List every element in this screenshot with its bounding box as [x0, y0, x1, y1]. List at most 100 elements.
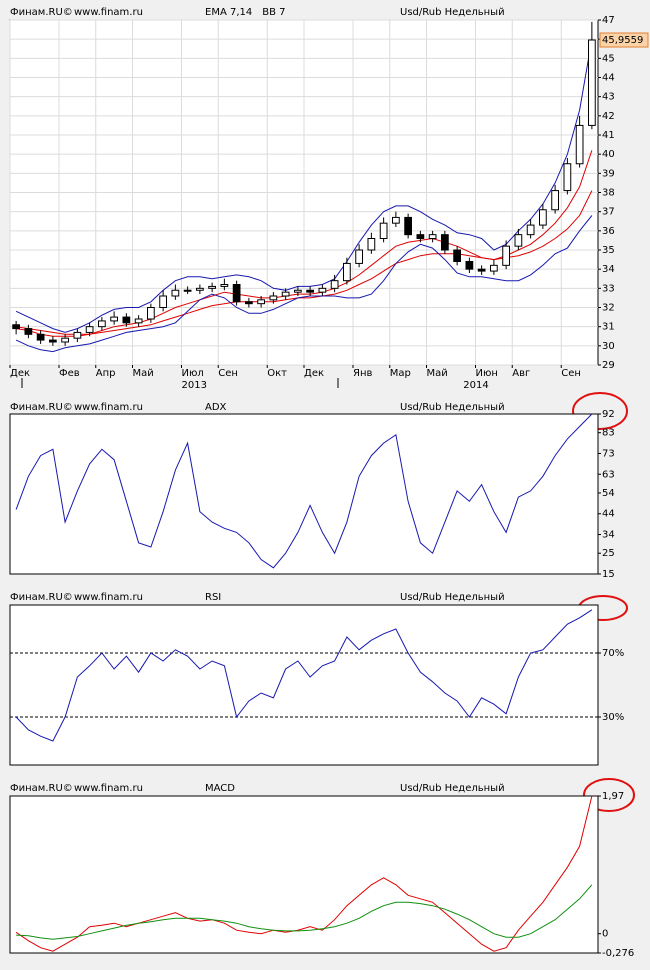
candle-body — [465, 261, 474, 270]
candle-body — [269, 295, 278, 301]
candle-body — [36, 333, 45, 341]
candle-body — [183, 289, 192, 292]
legend-label: BB 7 — [262, 7, 285, 18]
year-label: 2013 — [182, 380, 207, 391]
x-tick-label: Июн — [476, 368, 498, 379]
y-tick-label: 44 — [602, 509, 615, 520]
x-tick-label: Апр — [96, 368, 116, 379]
candle-body — [134, 318, 143, 324]
y-tick-label: 40 — [602, 149, 615, 160]
y-tick-label: 29 — [602, 360, 615, 371]
candle-body — [12, 324, 20, 330]
instrument: Usd/Rub Недельный — [400, 7, 505, 18]
last-value-label: 45,9559 — [602, 35, 643, 46]
legend-label: ADX — [205, 402, 227, 413]
candle-body — [453, 249, 461, 262]
candle-body — [98, 320, 106, 328]
candle-body — [24, 328, 33, 335]
candle-body — [526, 224, 535, 236]
y-tick-label: 44 — [602, 73, 615, 84]
legend-label: RSI — [205, 592, 221, 603]
y-tick-label: 0 — [602, 929, 608, 940]
candle-body — [73, 331, 82, 339]
candle-body — [110, 316, 118, 322]
candle-body — [367, 238, 376, 251]
source: Финам.RU© — [10, 592, 73, 603]
highlight-circle — [583, 778, 635, 812]
candle-body — [232, 284, 241, 303]
y-tick-label: 34 — [602, 264, 615, 275]
candle-body — [551, 190, 559, 211]
candle-body — [428, 234, 437, 240]
indicator-line — [15, 215, 593, 353]
y-tick-label: 63 — [602, 469, 615, 480]
x-tick-label: Дек — [304, 368, 324, 379]
x-tick-label: Июл — [182, 368, 204, 379]
indicator-line — [15, 609, 593, 742]
candle-body — [343, 262, 351, 282]
instrument: Usd/Rub Недельный — [400, 592, 505, 603]
indicator-line — [15, 795, 593, 952]
candle-body — [159, 295, 167, 308]
site: www.finam.ru — [74, 592, 143, 603]
y-tick-label: 34 — [602, 530, 615, 541]
y-tick-label: 39 — [602, 168, 615, 179]
y-tick-label: 36 — [602, 226, 615, 237]
y-tick-label: 30% — [602, 712, 624, 723]
y-tick-label: -0,276 — [602, 948, 634, 959]
site: www.finam.ru — [74, 7, 143, 18]
x-tick-label: Май — [133, 368, 154, 379]
legend-label: MACD — [205, 783, 235, 794]
candle-body — [49, 339, 57, 343]
candle-body — [208, 285, 216, 289]
site: www.finam.ru — [74, 783, 143, 794]
y-tick-label: 42 — [602, 111, 615, 122]
candle-body — [245, 301, 253, 305]
candle-body — [330, 280, 339, 289]
candle-body — [379, 222, 388, 240]
indicator-line — [16, 884, 593, 940]
legend-label: EMA 7,14 — [205, 7, 252, 18]
x-tick-label: Сен — [561, 368, 581, 379]
candle-body — [281, 291, 290, 297]
y-tick-label: 41 — [602, 130, 615, 141]
candle-body — [588, 39, 596, 126]
candle-body — [441, 234, 449, 251]
y-tick-label: 37 — [602, 207, 615, 218]
candle-body — [257, 299, 265, 305]
site: www.finam.ru — [74, 402, 143, 413]
year-label: 2014 — [463, 380, 488, 391]
y-tick-label: 35 — [602, 245, 615, 256]
x-tick-label: Фев — [59, 368, 80, 379]
y-tick-label: 25 — [602, 548, 615, 559]
y-tick-label: 38 — [602, 188, 615, 199]
candle-body — [306, 289, 314, 293]
y-tick-label: 1,97 — [602, 791, 624, 802]
instrument: Usd/Rub Недельный — [400, 783, 505, 794]
source: Финам.RU© — [10, 7, 73, 18]
source: Финам.RU© — [10, 402, 73, 413]
candle-body — [392, 216, 400, 224]
y-tick-label: 47 — [602, 15, 615, 26]
y-tick-label: 54 — [602, 488, 615, 499]
candle-body — [514, 234, 523, 247]
plot-area — [9, 413, 599, 575]
candle-body — [318, 287, 327, 293]
candle-body — [563, 163, 572, 192]
x-tick-label: Мар — [390, 368, 411, 379]
y-tick-label: 32 — [602, 303, 615, 314]
candle-body — [477, 268, 486, 272]
candle-body — [196, 287, 204, 291]
candle-body — [575, 124, 584, 165]
x-tick-label: Авг — [512, 368, 530, 379]
highlight-circle — [572, 392, 628, 430]
candle-body — [404, 216, 412, 236]
y-tick-label: 92 — [602, 409, 615, 420]
candle-body — [147, 307, 155, 320]
plot-area — [9, 604, 599, 766]
candle-body — [416, 234, 425, 240]
y-tick-label: 43 — [602, 92, 615, 103]
y-tick-label: 70% — [602, 648, 624, 659]
